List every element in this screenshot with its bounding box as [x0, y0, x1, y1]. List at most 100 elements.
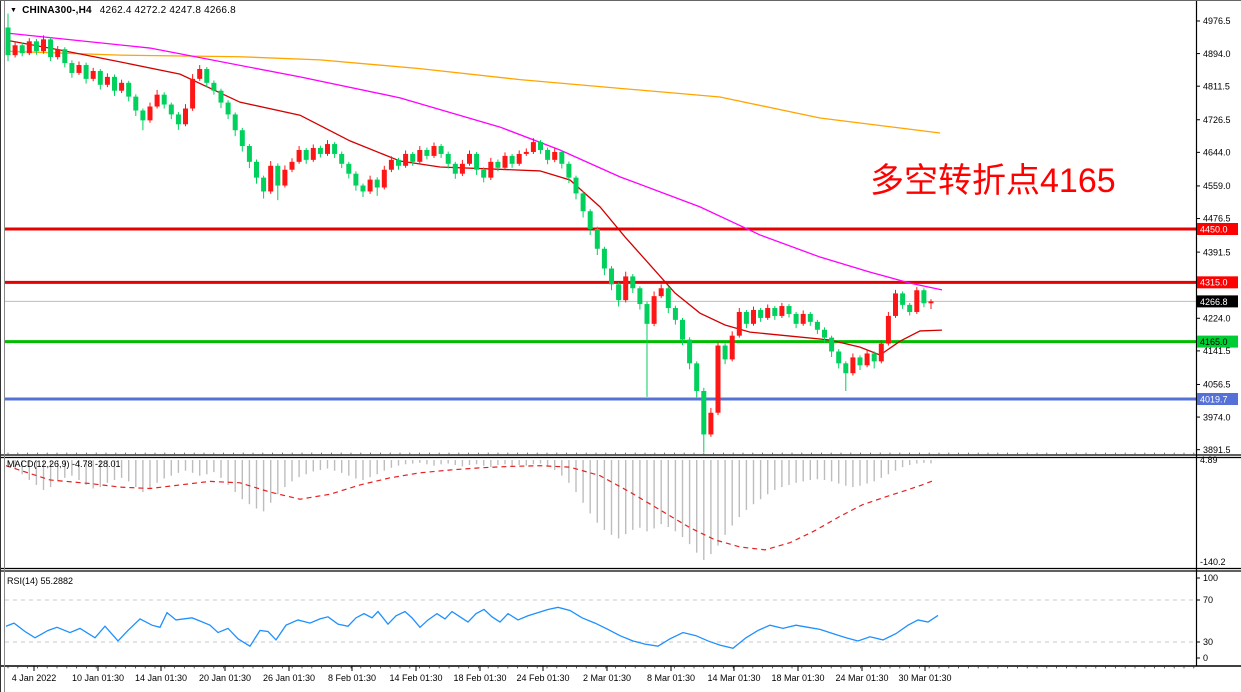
- price-axis-label: 4476.5: [1203, 214, 1231, 224]
- time-axis: 4 Jan 2022 10 Jan 01:30 14 Jan 01:30 20 Jan…: [12, 666, 952, 683]
- rsi-scale-label: 0: [1203, 653, 1208, 663]
- candle: [843, 363, 849, 374]
- candle: [495, 161, 501, 168]
- candle: [126, 82, 132, 97]
- candle: [836, 351, 842, 364]
- price-axis: 4976.5 4894.0 4811.5 4726.5 4644.0 4559.0 4476…: [1196, 16, 1238, 455]
- candle: [410, 153, 416, 162]
- candle: [346, 163, 352, 174]
- rsi-scale-label: 100: [1203, 573, 1218, 583]
- candle: [814, 321, 820, 330]
- price-axis-label: 3891.5: [1203, 445, 1231, 455]
- candle: [623, 276, 629, 301]
- candle: [559, 151, 565, 164]
- candle: [573, 177, 579, 194]
- candle: [580, 193, 586, 212]
- time-axis-label: 2 Mar 01:30: [583, 673, 631, 683]
- candles: [5, 13, 934, 453]
- candle: [97, 70, 103, 85]
- candle: [850, 357, 856, 374]
- moving-averages: [5, 32, 943, 356]
- ohlc-values: 4262.4 4272.2 4247.8 4266.8: [99, 5, 236, 16]
- candle: [55, 49, 61, 58]
- candle: [502, 155, 508, 168]
- time-axis-label: 20 Jan 01:30: [199, 673, 251, 683]
- candle: [133, 96, 139, 111]
- candle: [566, 163, 572, 178]
- candle: [694, 363, 700, 391]
- candle: [261, 177, 267, 192]
- candle: [680, 319, 685, 340]
- ma-mid-magenta: [5, 32, 943, 291]
- candle: [893, 293, 898, 316]
- rsi-scale-label: 70: [1203, 595, 1213, 605]
- candle: [885, 315, 891, 344]
- candle: [225, 102, 231, 115]
- candle: [140, 110, 146, 121]
- rsi-line: [5, 606, 939, 650]
- candle: [204, 68, 210, 83]
- candle: [325, 144, 330, 154]
- candle: [119, 82, 125, 91]
- symbol-period-label: CHINA300-,H4: [22, 5, 92, 16]
- candle: [5, 27, 11, 56]
- candle: [779, 306, 785, 316]
- chart-title: ▼ CHINA300-,H4 4262.4 4272.2 4247.8 4266.8: [10, 5, 236, 16]
- candle: [616, 284, 622, 301]
- candle: [33, 41, 39, 52]
- candle: [864, 353, 870, 366]
- symbol-dropdown-icon[interactable]: ▼: [10, 7, 18, 14]
- price-axis-label: 4726.5: [1203, 115, 1231, 125]
- rsi-scale: 100 70 30 0: [1196, 573, 1218, 663]
- candle: [644, 304, 650, 324]
- candle: [339, 153, 345, 164]
- time-axis-label: 14 Feb 01:30: [389, 673, 442, 683]
- time-axis-label: 4 Jan 2022: [12, 673, 57, 683]
- candle: [928, 301, 934, 304]
- candle: [530, 142, 536, 152]
- candle: [665, 288, 671, 309]
- candle: [403, 153, 409, 166]
- candle: [758, 309, 764, 318]
- price-badge: [1197, 276, 1238, 289]
- price-badge-label: 4315.0: [1200, 278, 1228, 288]
- price-axis-label: 4894.0: [1203, 49, 1231, 59]
- time-axis-label: 26 Jan 01:30: [263, 673, 315, 683]
- price-axis-label: 4224.0: [1203, 313, 1231, 323]
- price-axis-label: 4644.0: [1203, 148, 1231, 158]
- time-axis-label: 24 Feb 01:30: [516, 673, 569, 683]
- candle: [218, 90, 224, 103]
- price-badge: [1197, 223, 1238, 235]
- candle: [765, 308, 771, 318]
- macd-panel: [5, 460, 936, 560]
- candle: [431, 146, 437, 156]
- candle: [296, 149, 302, 162]
- candle: [467, 153, 472, 164]
- candle: [445, 153, 451, 164]
- candle: [197, 68, 203, 79]
- candle: [303, 149, 309, 160]
- candle: [907, 304, 913, 312]
- price-axis-label: 4811.5: [1203, 81, 1230, 91]
- candle: [69, 63, 75, 73]
- candle: [183, 108, 188, 125]
- time-axis-label: 8 Mar 01:30: [647, 673, 695, 683]
- candle: [701, 390, 707, 435]
- candle: [687, 339, 693, 364]
- annotation-text[interactable]: 多空转折点4165: [870, 162, 1116, 200]
- candle: [332, 144, 338, 154]
- candle: [374, 179, 380, 188]
- candle: [772, 308, 778, 316]
- price-axis-label: 4559.0: [1203, 181, 1231, 191]
- ma-slow-orange: [5, 50, 941, 134]
- macd-scale-max: 4.89: [1200, 455, 1218, 465]
- candle: [282, 169, 288, 186]
- candle: [254, 161, 259, 178]
- candle: [601, 248, 607, 269]
- candle: [381, 169, 387, 188]
- candle: [62, 49, 68, 64]
- candle: [729, 335, 735, 360]
- candle: [190, 78, 196, 109]
